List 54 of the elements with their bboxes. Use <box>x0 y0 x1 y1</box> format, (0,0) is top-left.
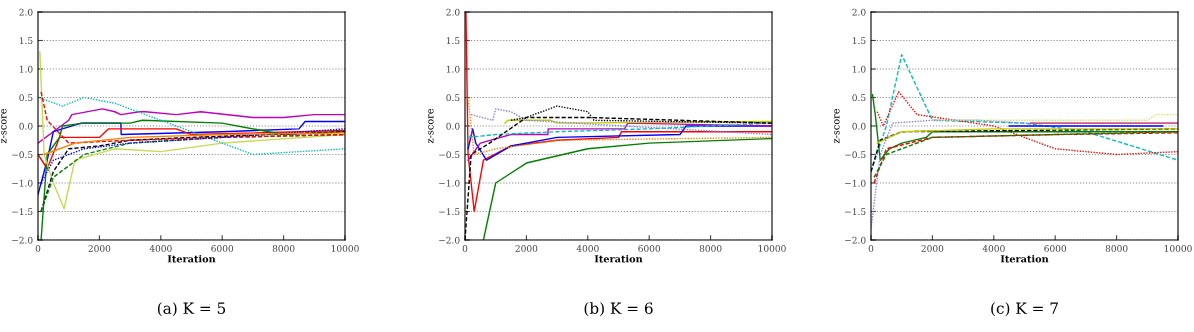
y-axis-title: z-score <box>834 108 840 144</box>
y-tick-label: 1.0 <box>19 65 33 73</box>
y-tick-label: 0.5 <box>19 94 33 102</box>
y-tick-label: 0.0 <box>852 122 866 130</box>
y-tick-label: −2.0 <box>12 236 33 244</box>
y-tick-label: −2.0 <box>845 236 866 244</box>
y-axis-title: z-score <box>428 108 434 144</box>
y-tick-label: 0.0 <box>19 122 33 130</box>
y-tick-label: 2.0 <box>19 8 33 16</box>
text: (a) K = 5 <box>157 302 226 317</box>
x-tick-label: 6000 <box>638 245 661 252</box>
y-tick-label: 1.0 <box>852 65 866 73</box>
y-tick-label: 1.5 <box>19 37 33 45</box>
y-tick-label: −1.5 <box>439 208 460 216</box>
x-tick-label: 4000 <box>149 245 172 252</box>
x-axis-title: Iteration <box>594 254 643 263</box>
y-tick-label: −0.5 <box>845 151 866 159</box>
y-tick-label: −1.5 <box>845 208 866 216</box>
text: (b) K = 6 <box>584 302 653 317</box>
y-tick-label: 1.5 <box>446 37 460 45</box>
x-tick-label: 4000 <box>982 245 1005 252</box>
text: (c) K = 7 <box>991 302 1058 317</box>
x-tick-label: 0 <box>868 245 874 252</box>
y-tick-label: −0.5 <box>12 151 33 159</box>
x-tick-label: 2000 <box>88 245 111 252</box>
x-tick-label: 2000 <box>921 245 944 252</box>
y-tick-label: 1.0 <box>446 65 460 73</box>
x-tick-label: 6000 <box>1044 245 1067 252</box>
y-axis-title: z-score <box>1 108 7 144</box>
y-tick-label: 2.0 <box>446 8 460 16</box>
y-tick-label: −1.0 <box>439 179 460 187</box>
x-tick-label: 10000 <box>331 245 359 252</box>
x-tick-label: 4000 <box>576 245 599 252</box>
y-tick-label: 1.5 <box>852 37 866 45</box>
x-tick-label: 8000 <box>272 245 295 252</box>
x-tick-label: 0 <box>462 245 468 252</box>
x-axis-title: Iteration <box>167 254 216 263</box>
y-tick-label: −1.5 <box>12 208 33 216</box>
y-tick-label: 0.5 <box>852 94 866 102</box>
y-tick-label: −1.0 <box>12 179 33 187</box>
x-tick-label: 6000 <box>211 245 234 252</box>
x-axis-title: Iteration <box>1000 254 1049 263</box>
y-tick-label: 0.0 <box>446 122 460 130</box>
y-tick-label: −2.0 <box>439 236 460 244</box>
y-tick-label: −0.5 <box>439 151 460 159</box>
x-tick-label: 8000 <box>699 245 722 252</box>
y-tick-label: −1.0 <box>845 179 866 187</box>
x-tick-label: 0 <box>35 245 41 252</box>
x-tick-label: 2000 <box>515 245 538 252</box>
y-tick-label: 2.0 <box>852 8 866 16</box>
x-tick-label: 8000 <box>1105 245 1128 252</box>
y-tick-label: 0.5 <box>446 94 460 102</box>
x-tick-label: 10000 <box>1164 245 1192 252</box>
x-tick-label: 10000 <box>758 245 786 252</box>
